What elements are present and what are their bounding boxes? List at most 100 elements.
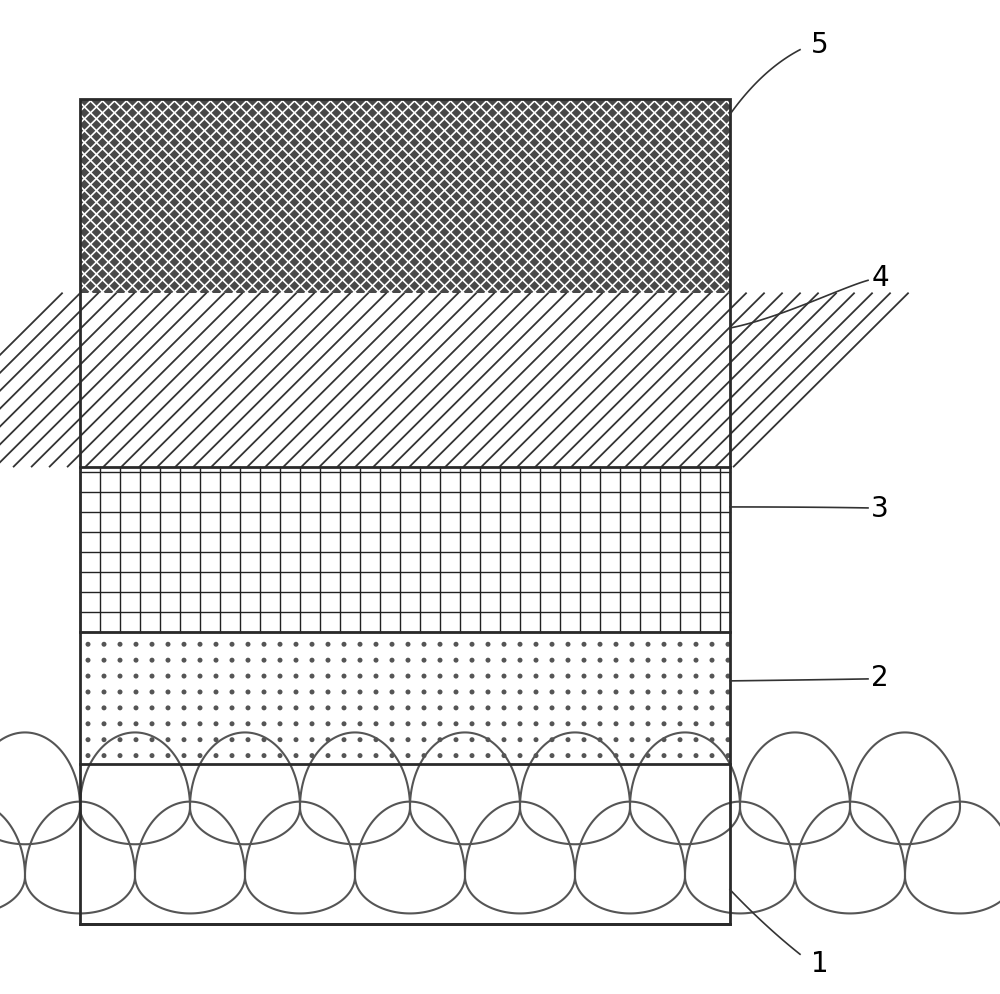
Circle shape bbox=[230, 706, 234, 711]
Circle shape bbox=[86, 753, 90, 758]
Circle shape bbox=[646, 706, 650, 711]
Circle shape bbox=[646, 738, 650, 743]
Circle shape bbox=[582, 674, 586, 679]
Circle shape bbox=[342, 642, 347, 647]
Text: 3: 3 bbox=[871, 495, 889, 523]
Circle shape bbox=[582, 658, 586, 663]
Circle shape bbox=[165, 690, 170, 695]
Circle shape bbox=[710, 738, 714, 743]
Circle shape bbox=[102, 753, 106, 758]
Bar bbox=[80, 293, 730, 466]
Circle shape bbox=[374, 738, 378, 743]
Circle shape bbox=[374, 753, 378, 758]
Circle shape bbox=[182, 642, 186, 647]
Circle shape bbox=[278, 722, 283, 727]
Circle shape bbox=[582, 738, 586, 743]
Circle shape bbox=[502, 738, 507, 743]
Circle shape bbox=[310, 722, 314, 727]
Circle shape bbox=[486, 642, 490, 647]
Circle shape bbox=[422, 753, 427, 758]
Circle shape bbox=[422, 738, 427, 743]
Circle shape bbox=[358, 642, 362, 647]
Circle shape bbox=[486, 674, 490, 679]
Circle shape bbox=[598, 674, 602, 679]
Circle shape bbox=[437, 674, 442, 679]
Circle shape bbox=[310, 642, 314, 647]
Circle shape bbox=[165, 674, 170, 679]
Circle shape bbox=[86, 658, 90, 663]
Bar bbox=[80, 99, 730, 924]
Circle shape bbox=[134, 738, 138, 743]
Circle shape bbox=[102, 722, 106, 727]
Circle shape bbox=[582, 753, 586, 758]
Circle shape bbox=[422, 674, 427, 679]
Circle shape bbox=[358, 753, 362, 758]
Circle shape bbox=[134, 674, 138, 679]
Circle shape bbox=[582, 690, 586, 695]
Circle shape bbox=[550, 706, 554, 711]
Circle shape bbox=[406, 722, 411, 727]
Circle shape bbox=[390, 690, 394, 695]
Circle shape bbox=[726, 642, 730, 647]
Circle shape bbox=[374, 722, 378, 727]
Circle shape bbox=[437, 722, 442, 727]
Circle shape bbox=[182, 722, 186, 727]
Circle shape bbox=[437, 706, 442, 711]
Circle shape bbox=[502, 642, 507, 647]
Circle shape bbox=[550, 674, 554, 679]
Circle shape bbox=[677, 658, 682, 663]
Circle shape bbox=[677, 738, 682, 743]
Circle shape bbox=[534, 738, 538, 743]
Circle shape bbox=[150, 658, 154, 663]
Circle shape bbox=[294, 706, 299, 711]
Circle shape bbox=[325, 738, 330, 743]
Circle shape bbox=[566, 722, 570, 727]
Circle shape bbox=[486, 722, 490, 727]
Circle shape bbox=[646, 722, 650, 727]
Circle shape bbox=[86, 706, 90, 711]
Circle shape bbox=[453, 753, 458, 758]
Circle shape bbox=[453, 642, 458, 647]
Circle shape bbox=[502, 722, 507, 727]
Circle shape bbox=[134, 690, 138, 695]
Circle shape bbox=[677, 642, 682, 647]
Circle shape bbox=[86, 690, 90, 695]
Circle shape bbox=[710, 753, 714, 758]
Circle shape bbox=[502, 674, 507, 679]
Circle shape bbox=[102, 642, 106, 647]
Text: 5: 5 bbox=[811, 31, 829, 59]
Circle shape bbox=[534, 642, 538, 647]
Circle shape bbox=[518, 658, 522, 663]
Circle shape bbox=[150, 674, 154, 679]
Circle shape bbox=[677, 753, 682, 758]
Circle shape bbox=[198, 706, 202, 711]
Circle shape bbox=[566, 706, 570, 711]
Circle shape bbox=[726, 738, 730, 743]
Circle shape bbox=[230, 738, 234, 743]
Circle shape bbox=[118, 738, 122, 743]
Circle shape bbox=[390, 674, 394, 679]
Circle shape bbox=[165, 658, 170, 663]
Circle shape bbox=[598, 658, 602, 663]
Circle shape bbox=[726, 722, 730, 727]
Circle shape bbox=[550, 753, 554, 758]
Circle shape bbox=[486, 753, 490, 758]
Circle shape bbox=[422, 690, 427, 695]
Circle shape bbox=[518, 642, 522, 647]
Circle shape bbox=[246, 658, 250, 663]
Circle shape bbox=[630, 738, 635, 743]
Circle shape bbox=[294, 658, 299, 663]
Circle shape bbox=[422, 722, 427, 727]
Circle shape bbox=[358, 738, 362, 743]
Circle shape bbox=[294, 690, 299, 695]
Circle shape bbox=[278, 658, 283, 663]
Circle shape bbox=[198, 722, 202, 727]
Circle shape bbox=[278, 706, 283, 711]
Circle shape bbox=[486, 738, 490, 743]
Circle shape bbox=[342, 706, 347, 711]
Circle shape bbox=[598, 690, 602, 695]
Circle shape bbox=[534, 658, 538, 663]
Circle shape bbox=[390, 706, 394, 711]
Circle shape bbox=[470, 706, 475, 711]
Circle shape bbox=[262, 642, 266, 647]
